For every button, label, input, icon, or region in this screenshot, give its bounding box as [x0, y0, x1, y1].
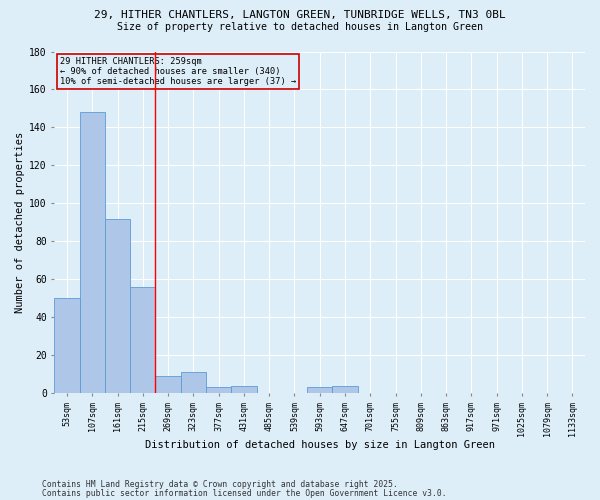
Text: Contains public sector information licensed under the Open Government Licence v3: Contains public sector information licen…: [42, 488, 446, 498]
Bar: [55, 298, 80, 393]
Bar: [307, 388, 332, 393]
Bar: [105, 218, 130, 393]
Bar: [181, 372, 206, 393]
Text: Size of property relative to detached houses in Langton Green: Size of property relative to detached ho…: [117, 22, 483, 32]
Bar: [332, 386, 358, 393]
Text: Contains HM Land Registry data © Crown copyright and database right 2025.: Contains HM Land Registry data © Crown c…: [42, 480, 398, 489]
Bar: [80, 112, 105, 393]
X-axis label: Distribution of detached houses by size in Langton Green: Distribution of detached houses by size …: [145, 440, 495, 450]
Y-axis label: Number of detached properties: Number of detached properties: [15, 132, 25, 313]
Text: 29 HITHER CHANTLERS: 259sqm
← 90% of detached houses are smaller (340)
10% of se: 29 HITHER CHANTLERS: 259sqm ← 90% of det…: [60, 56, 296, 86]
Bar: [231, 386, 257, 393]
Bar: [130, 287, 155, 393]
Bar: [206, 388, 231, 393]
Text: 29, HITHER CHANTLERS, LANGTON GREEN, TUNBRIDGE WELLS, TN3 0BL: 29, HITHER CHANTLERS, LANGTON GREEN, TUN…: [94, 10, 506, 20]
Bar: [155, 376, 181, 393]
